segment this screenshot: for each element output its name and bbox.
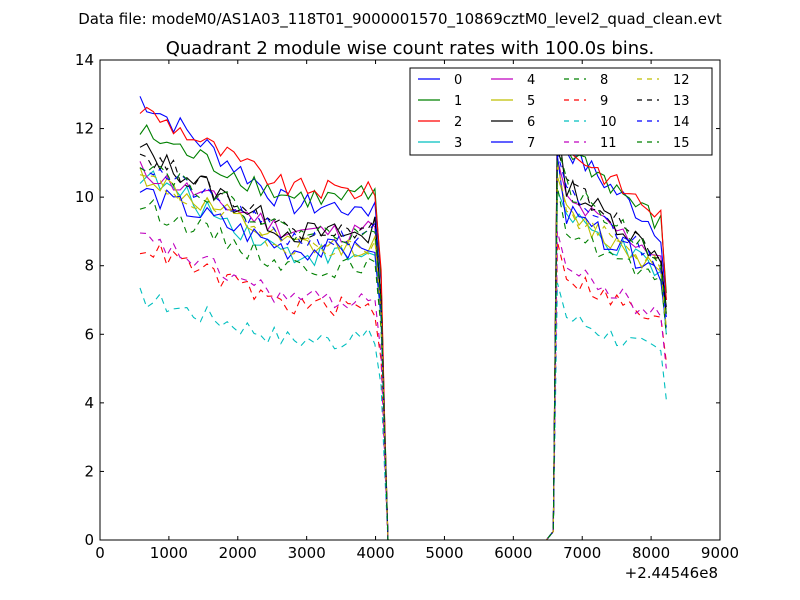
- legend-label-13: 13: [673, 94, 690, 109]
- x-tick-label: 2000: [219, 544, 257, 562]
- chart-title: Quadrant 2 module wise count rates with …: [166, 38, 655, 59]
- series-line-10: [139, 282, 667, 541]
- legend-label-8: 8: [600, 73, 608, 88]
- x-tick-label: 6000: [494, 544, 532, 562]
- legend-label-10: 10: [600, 115, 617, 130]
- y-tick-label: 6: [84, 325, 94, 343]
- tick-layer: 0 1000 2000 3000 4000 5000 6000 7000 8000 9000 0 2 4…: [75, 51, 739, 562]
- x-tick-label: 0: [95, 544, 105, 562]
- x-tick-label: 3000: [288, 544, 326, 562]
- y-tick-label: 10: [75, 188, 94, 206]
- legend-label-6: 6: [527, 115, 535, 130]
- x-axis-offset-label: +2.44546e8: [625, 564, 718, 582]
- y-tick-label: 4: [84, 394, 94, 412]
- y-tick-label: 14: [75, 51, 94, 69]
- x-tick-label: 9000: [701, 544, 739, 562]
- series-line-0: [139, 96, 667, 541]
- series-line-11: [139, 231, 667, 541]
- legend-label-5: 5: [527, 94, 535, 109]
- legend-label-0: 0: [454, 73, 462, 88]
- legend-label-7: 7: [527, 136, 535, 151]
- legend-label-3: 3: [454, 136, 462, 151]
- x-tick-label: 5000: [425, 544, 463, 562]
- x-tick-label: 4000: [356, 544, 394, 562]
- legend-label-15: 15: [673, 136, 690, 151]
- figure-suptitle: Data file: modeM0/AS1A03_118T01_90000015…: [78, 10, 722, 29]
- y-tick-label: 8: [84, 257, 94, 275]
- x-tick-label: 1000: [150, 544, 188, 562]
- series-line-4: [139, 159, 667, 541]
- y-tick-label: 2: [84, 462, 94, 480]
- series-line-3: [139, 170, 667, 541]
- series-line-9: [139, 241, 667, 541]
- legend-label-11: 11: [600, 136, 617, 151]
- series-line-2: [139, 106, 667, 541]
- series-line-14: [139, 152, 667, 541]
- legend-label-12: 12: [673, 73, 690, 88]
- series-line-7: [139, 155, 667, 541]
- series-line-6: [139, 118, 667, 541]
- series-line-15: [139, 145, 667, 541]
- legend-label-9: 9: [600, 94, 608, 109]
- y-tick-label: 12: [75, 120, 94, 138]
- legend-label-2: 2: [454, 115, 462, 130]
- x-tick-label: 8000: [632, 544, 670, 562]
- series-line-13: [139, 148, 667, 541]
- x-tick-label: 7000: [563, 544, 601, 562]
- legend-label-4: 4: [527, 73, 535, 88]
- series-line-12: [139, 162, 667, 541]
- axes-frame: [99, 59, 721, 541]
- legend-label-14: 14: [673, 115, 690, 130]
- legend-label-1: 1: [454, 94, 462, 109]
- series-line-8: [139, 186, 667, 541]
- y-tick-label: 0: [84, 531, 94, 549]
- series-layer: [139, 96, 667, 541]
- legend-box: [409, 67, 713, 156]
- series-line-5: [139, 167, 667, 541]
